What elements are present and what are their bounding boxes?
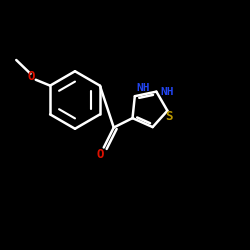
- Text: O: O: [28, 70, 35, 83]
- Text: S: S: [165, 110, 172, 123]
- Text: NH: NH: [136, 83, 149, 93]
- Text: O: O: [97, 148, 104, 160]
- Text: NH: NH: [160, 86, 174, 97]
